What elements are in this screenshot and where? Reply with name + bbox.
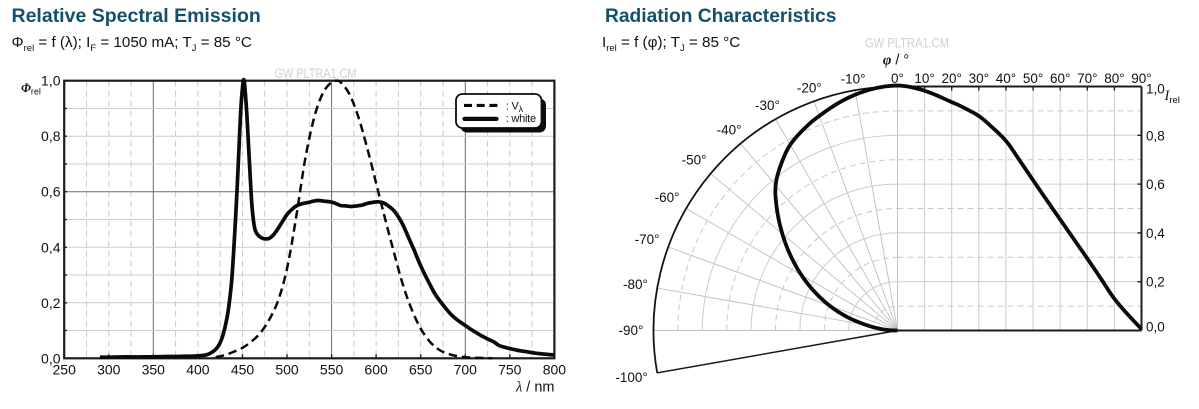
svg-text:-90°: -90° (619, 323, 644, 338)
svg-text:-30°: -30° (755, 98, 780, 113)
svg-text:20°: 20° (941, 71, 961, 86)
svg-text:0,0: 0,0 (41, 350, 61, 366)
svg-text:0,4: 0,4 (1146, 226, 1165, 241)
svg-text:300: 300 (97, 362, 121, 378)
svg-text:-20°: -20° (797, 81, 822, 96)
svg-text:-40°: -40° (717, 122, 742, 137)
svg-text:Irel = f (φ); TJ = 85 °C: Irel = f (φ); TJ = 85 °C (602, 34, 740, 54)
svg-text:Φrel: Φrel (21, 81, 41, 97)
svg-text:0,4: 0,4 (41, 239, 61, 255)
svg-text:-50°: -50° (682, 152, 707, 167)
svg-text:Φrel = f (λ); IF = 1050 mA; TJ: Φrel = f (λ); IF = 1050 mA; TJ = 85 °C (12, 34, 252, 54)
svg-text:80°: 80° (1104, 71, 1124, 86)
svg-text:0,6: 0,6 (41, 184, 61, 200)
svg-text:GW PLTRA1.CM: GW PLTRA1.CM (865, 36, 949, 51)
svg-text:-10°: -10° (841, 71, 866, 86)
svg-text:90°: 90° (1131, 71, 1151, 86)
svg-text:Relative Spectral Emission: Relative Spectral Emission (12, 5, 261, 27)
svg-text:-100°: -100° (615, 370, 647, 385)
svg-text:GW PLTRA1.CM: GW PLTRA1.CM (275, 66, 357, 81)
svg-text:30°: 30° (969, 71, 989, 86)
svg-text:600: 600 (364, 362, 388, 378)
svg-text:250: 250 (53, 362, 77, 378)
svg-text:: Vλ: : Vλ (506, 101, 524, 114)
svg-text:λ / nm: λ / nm (515, 380, 555, 396)
svg-text:-60°: -60° (655, 190, 680, 205)
svg-text:70°: 70° (1077, 71, 1097, 86)
svg-text:400: 400 (186, 362, 210, 378)
svg-text:0°: 0° (891, 71, 904, 86)
svg-text:40°: 40° (996, 71, 1016, 86)
svg-text:550: 550 (320, 362, 344, 378)
svg-text:60°: 60° (1050, 71, 1070, 86)
svg-text:750: 750 (498, 362, 522, 378)
svg-text:350: 350 (142, 362, 166, 378)
svg-text:50°: 50° (1023, 71, 1043, 86)
svg-text:1,0: 1,0 (41, 73, 61, 89)
svg-text:450: 450 (231, 362, 255, 378)
svg-text:-70°: -70° (635, 232, 660, 247)
svg-text:0,8: 0,8 (41, 128, 61, 144)
svg-text:500: 500 (275, 362, 299, 378)
svg-text:800: 800 (543, 362, 567, 378)
svg-text:φ / °: φ / ° (883, 53, 909, 69)
svg-text:0,0: 0,0 (1146, 320, 1165, 335)
svg-text:0,6: 0,6 (1146, 177, 1165, 192)
svg-text:700: 700 (454, 362, 478, 378)
svg-text:0,2: 0,2 (41, 295, 61, 311)
svg-text:Radiation Characteristics: Radiation Characteristics (605, 6, 836, 27)
svg-text:-80°: -80° (623, 277, 648, 292)
svg-text:0,2: 0,2 (1146, 275, 1165, 290)
svg-text:650: 650 (409, 362, 433, 378)
svg-text:1,0: 1,0 (1146, 82, 1165, 97)
svg-text:0,8: 0,8 (1146, 128, 1165, 143)
svg-text:: white: : white (506, 113, 536, 125)
svg-text:10°: 10° (914, 71, 934, 86)
svg-text:Irel: Irel (1164, 88, 1180, 106)
